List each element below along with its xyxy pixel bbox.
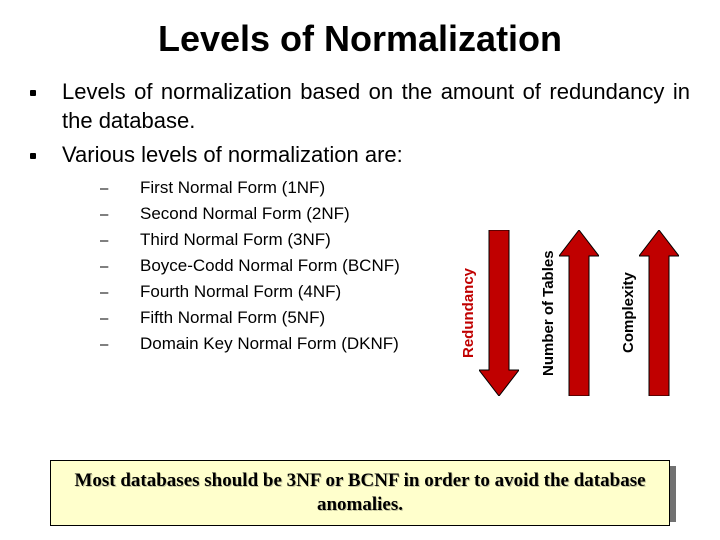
- arrow-label: Complexity: [620, 230, 637, 396]
- dash-marker: –: [100, 258, 140, 275]
- sublist-item: – First Normal Form (1NF): [100, 178, 690, 198]
- callout-box: Most databases should be 3NF or BCNF in …: [50, 460, 670, 526]
- bullet-marker: [30, 90, 36, 96]
- dash-marker: –: [100, 232, 140, 249]
- sublist-text: Fifth Normal Form (5NF): [140, 308, 325, 328]
- sublist-item: – Second Normal Form (2NF): [100, 204, 690, 224]
- sublist-text: First Normal Form (1NF): [140, 178, 325, 198]
- dash-marker: –: [100, 310, 140, 327]
- sublist-text: Boyce-Codd Normal Form (BCNF): [140, 256, 400, 276]
- dash-marker: –: [100, 284, 140, 301]
- sublist-text: Fourth Normal Form (4NF): [140, 282, 341, 302]
- arrow-label: Number of Tables: [540, 230, 557, 396]
- bullet-text: Levels of normalization based on the amo…: [62, 78, 690, 135]
- slide-title: Levels of Normalization: [0, 0, 720, 60]
- sublist-text: Domain Key Normal Form (DKNF): [140, 334, 399, 354]
- dash-marker: –: [100, 180, 140, 197]
- bullet-item: Levels of normalization based on the amo…: [30, 78, 690, 135]
- callout-text: Most databases should be 3NF or BCNF in …: [63, 469, 657, 517]
- callout-body: Most databases should be 3NF or BCNF in …: [50, 460, 670, 526]
- arrow-number-of-tables: Number of Tables: [540, 230, 599, 396]
- bullet-marker: [30, 153, 36, 159]
- sublist-text: Third Normal Form (3NF): [140, 230, 331, 250]
- dash-marker: –: [100, 206, 140, 223]
- bullet-item: Various levels of normalization are:: [30, 141, 690, 170]
- arrow-up-icon: [639, 230, 679, 396]
- arrow-complexity: Complexity: [620, 230, 679, 396]
- sublist-text: Second Normal Form (2NF): [140, 204, 350, 224]
- arrow-label: Redundancy: [460, 230, 477, 396]
- bullet-text: Various levels of normalization are:: [62, 141, 690, 170]
- dash-marker: –: [100, 336, 140, 353]
- arrow-down-icon: [479, 230, 519, 396]
- arrow-redundancy: Redundancy: [460, 230, 519, 396]
- arrows-area: Redundancy Number of Tables Complexity: [460, 230, 700, 430]
- arrow-up-icon: [559, 230, 599, 396]
